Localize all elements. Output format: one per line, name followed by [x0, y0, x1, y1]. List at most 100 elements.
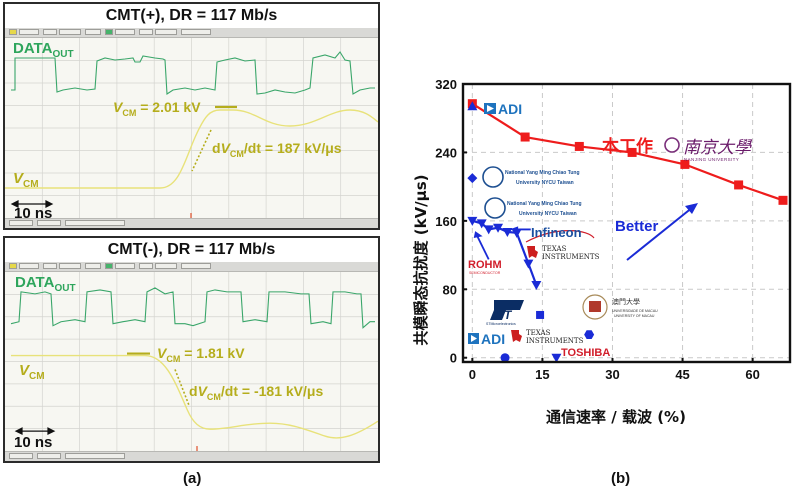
nycu-logo-2: National Yang Ming Chiao Tung University…	[484, 197, 582, 219]
ti-logo-1: TEXAS INSTRUMENTS	[527, 245, 600, 261]
y-axis-label: 共模瞬态抗扰度 (kV/μs)	[412, 175, 430, 346]
toolbar-field	[139, 29, 153, 35]
toolbar-controls	[65, 453, 125, 459]
slope-dotted-line	[174, 369, 190, 406]
y-tick-label: 0	[450, 351, 457, 366]
data-point-toshiba	[551, 353, 562, 363]
better-annotation: Better	[615, 203, 698, 261]
toolbar-field	[85, 29, 101, 35]
y-tick-label: 160	[435, 214, 457, 229]
scope-panel-cmt-positive: CMT(+), DR = 117 Mb/s	[3, 2, 380, 230]
slope-label: dVCM/dt = -181 kV/μs	[189, 383, 324, 402]
toolbar-field	[43, 29, 57, 35]
x-tick-label: 60	[745, 367, 759, 382]
scope-grid	[5, 272, 378, 451]
toolbar-field	[115, 29, 135, 35]
toolbar-field	[181, 29, 211, 35]
infineon-logo: Infineon	[525, 225, 595, 243]
nycu-logo-1: National Yang Ming Chiao Tung University…	[482, 166, 580, 188]
scope-toolbar-top	[5, 262, 378, 272]
st-label: ST	[496, 308, 513, 322]
arrowhead-icon	[473, 231, 483, 238]
data-point-this-work	[520, 132, 530, 142]
scope-waveform-area: DATAOUT VCM VCM = 2.01 kV dVCM/dt = 187 …	[5, 38, 378, 222]
toolbar-field	[181, 263, 211, 269]
rohm-pointer-arrow	[475, 233, 490, 260]
oscilloscope-screen: DATAOUT VCM VCM = 2.01 kV dVCM/dt = 187 …	[5, 28, 378, 228]
ti-label-line2: INSTRUMENTS	[542, 253, 600, 261]
toolbar-field	[37, 220, 61, 226]
st-logo: ST STMicroelectronics	[486, 300, 524, 326]
vcm-label: VCM	[13, 170, 39, 190]
caption-a: (a)	[183, 470, 202, 487]
chart-axes: 0 15 30 45 60 0 80 160 240 320	[435, 77, 760, 382]
data-point-st	[536, 310, 545, 319]
x-axis-label: 通信速率 / 载波 (%)	[546, 408, 686, 426]
panel-title: CMT(+), DR = 117 Mb/s	[5, 4, 378, 29]
scope-toolbar-bottom	[5, 218, 378, 228]
vcm-trace	[5, 109, 378, 189]
nju-logo: 南京大學 NANJING UNIVERSITY	[664, 137, 753, 162]
arrowhead-icon	[509, 226, 519, 233]
toolbar-field	[115, 263, 135, 269]
infineon-label: Infineon	[531, 225, 582, 240]
ti-label-line1: TEXAS	[542, 245, 567, 253]
scope-grid	[5, 38, 378, 218]
ti-label-line2: INSTRUMENTS	[526, 337, 584, 345]
data-out-trace	[11, 51, 375, 95]
toolbar-field	[155, 29, 177, 35]
data-point-infineon-ti-rohm-cluster	[523, 259, 534, 269]
adi-logo-top: ADI	[484, 101, 522, 117]
rohm-label: ROHM	[468, 259, 502, 271]
plot-frame	[461, 82, 792, 364]
x-tick-label: 0	[469, 367, 476, 382]
data-point-infineon-ti-rohm-cluster	[531, 281, 542, 291]
x-tick-label: 45	[675, 367, 689, 382]
nycu-name-line2: University NYCU Taiwan	[519, 211, 577, 217]
adi-label: ADI	[481, 331, 505, 347]
waveform-svg	[5, 38, 378, 218]
vcm-peak-label: VCM = 2.01 kV	[113, 99, 201, 118]
um-portuguese-name: UNIVERSIDADE DE MACAU	[612, 309, 658, 313]
data-point-infineon-ti-rohm-cluster	[483, 225, 494, 235]
arrowhead-icon	[685, 203, 698, 214]
ti-chip-icon	[527, 246, 538, 258]
data-point-this-work	[574, 141, 584, 151]
x-tick-label: 15	[535, 367, 549, 382]
toolbar-field	[19, 29, 39, 35]
y-tick-label: 320	[435, 77, 457, 92]
channel-2-icon	[105, 29, 113, 35]
nju-chinese-name: 南京大學	[683, 138, 753, 158]
data-point-infineon-ti-rohm-cluster	[493, 223, 504, 233]
st-sub-label: STMicroelectronics	[486, 322, 516, 326]
data-point-infineon-ti-rohm-cluster	[502, 227, 513, 237]
channel-1-icon	[9, 29, 17, 35]
data-point-adi-high	[467, 101, 478, 111]
toolbar-field	[59, 29, 81, 35]
nju-emblem-icon	[664, 137, 680, 153]
toolbar-field	[85, 263, 101, 269]
toolbar-field	[155, 263, 177, 269]
nycu-name-line1: National Yang Ming Chiao Tung	[505, 170, 580, 176]
waveform-svg	[5, 272, 378, 451]
data-point-adi-ti-low	[500, 353, 510, 363]
better-label: Better	[615, 218, 659, 235]
nycu-emblem-icon	[484, 197, 506, 219]
vcm-peak-label: VCM = 1.81 kV	[157, 345, 245, 364]
rohm-sub-label: SEMICONDUCTOR	[469, 271, 501, 275]
chart-series	[467, 99, 788, 363]
data-point-infineon-ti-rohm-cluster	[467, 216, 478, 226]
y-tick-label: 240	[435, 145, 457, 160]
vcm-label: VCM	[19, 362, 45, 382]
cmti-comparison-chart: 0 15 30 45 60 0 80 160 240 320 通信速率 / 载波 (%) 共模瞬态…	[398, 70, 799, 430]
data-point-infineon-ti-rohm-cluster	[476, 219, 487, 229]
toolbar-field	[37, 453, 61, 459]
scope-waveform-area: DATAOUT VCM VCM = 1.81 kV dVCM/dt = -181…	[5, 272, 378, 451]
toolbar-controls	[65, 220, 125, 226]
um-chinese-name: 澳門大學	[612, 297, 640, 306]
adi-label: ADI	[498, 101, 522, 117]
scale-arrow	[14, 427, 56, 436]
channel-2-icon	[105, 263, 113, 269]
data-point-infineon-ti-rohm-cluster	[511, 228, 522, 238]
data-point-university-of-macau	[584, 330, 595, 339]
